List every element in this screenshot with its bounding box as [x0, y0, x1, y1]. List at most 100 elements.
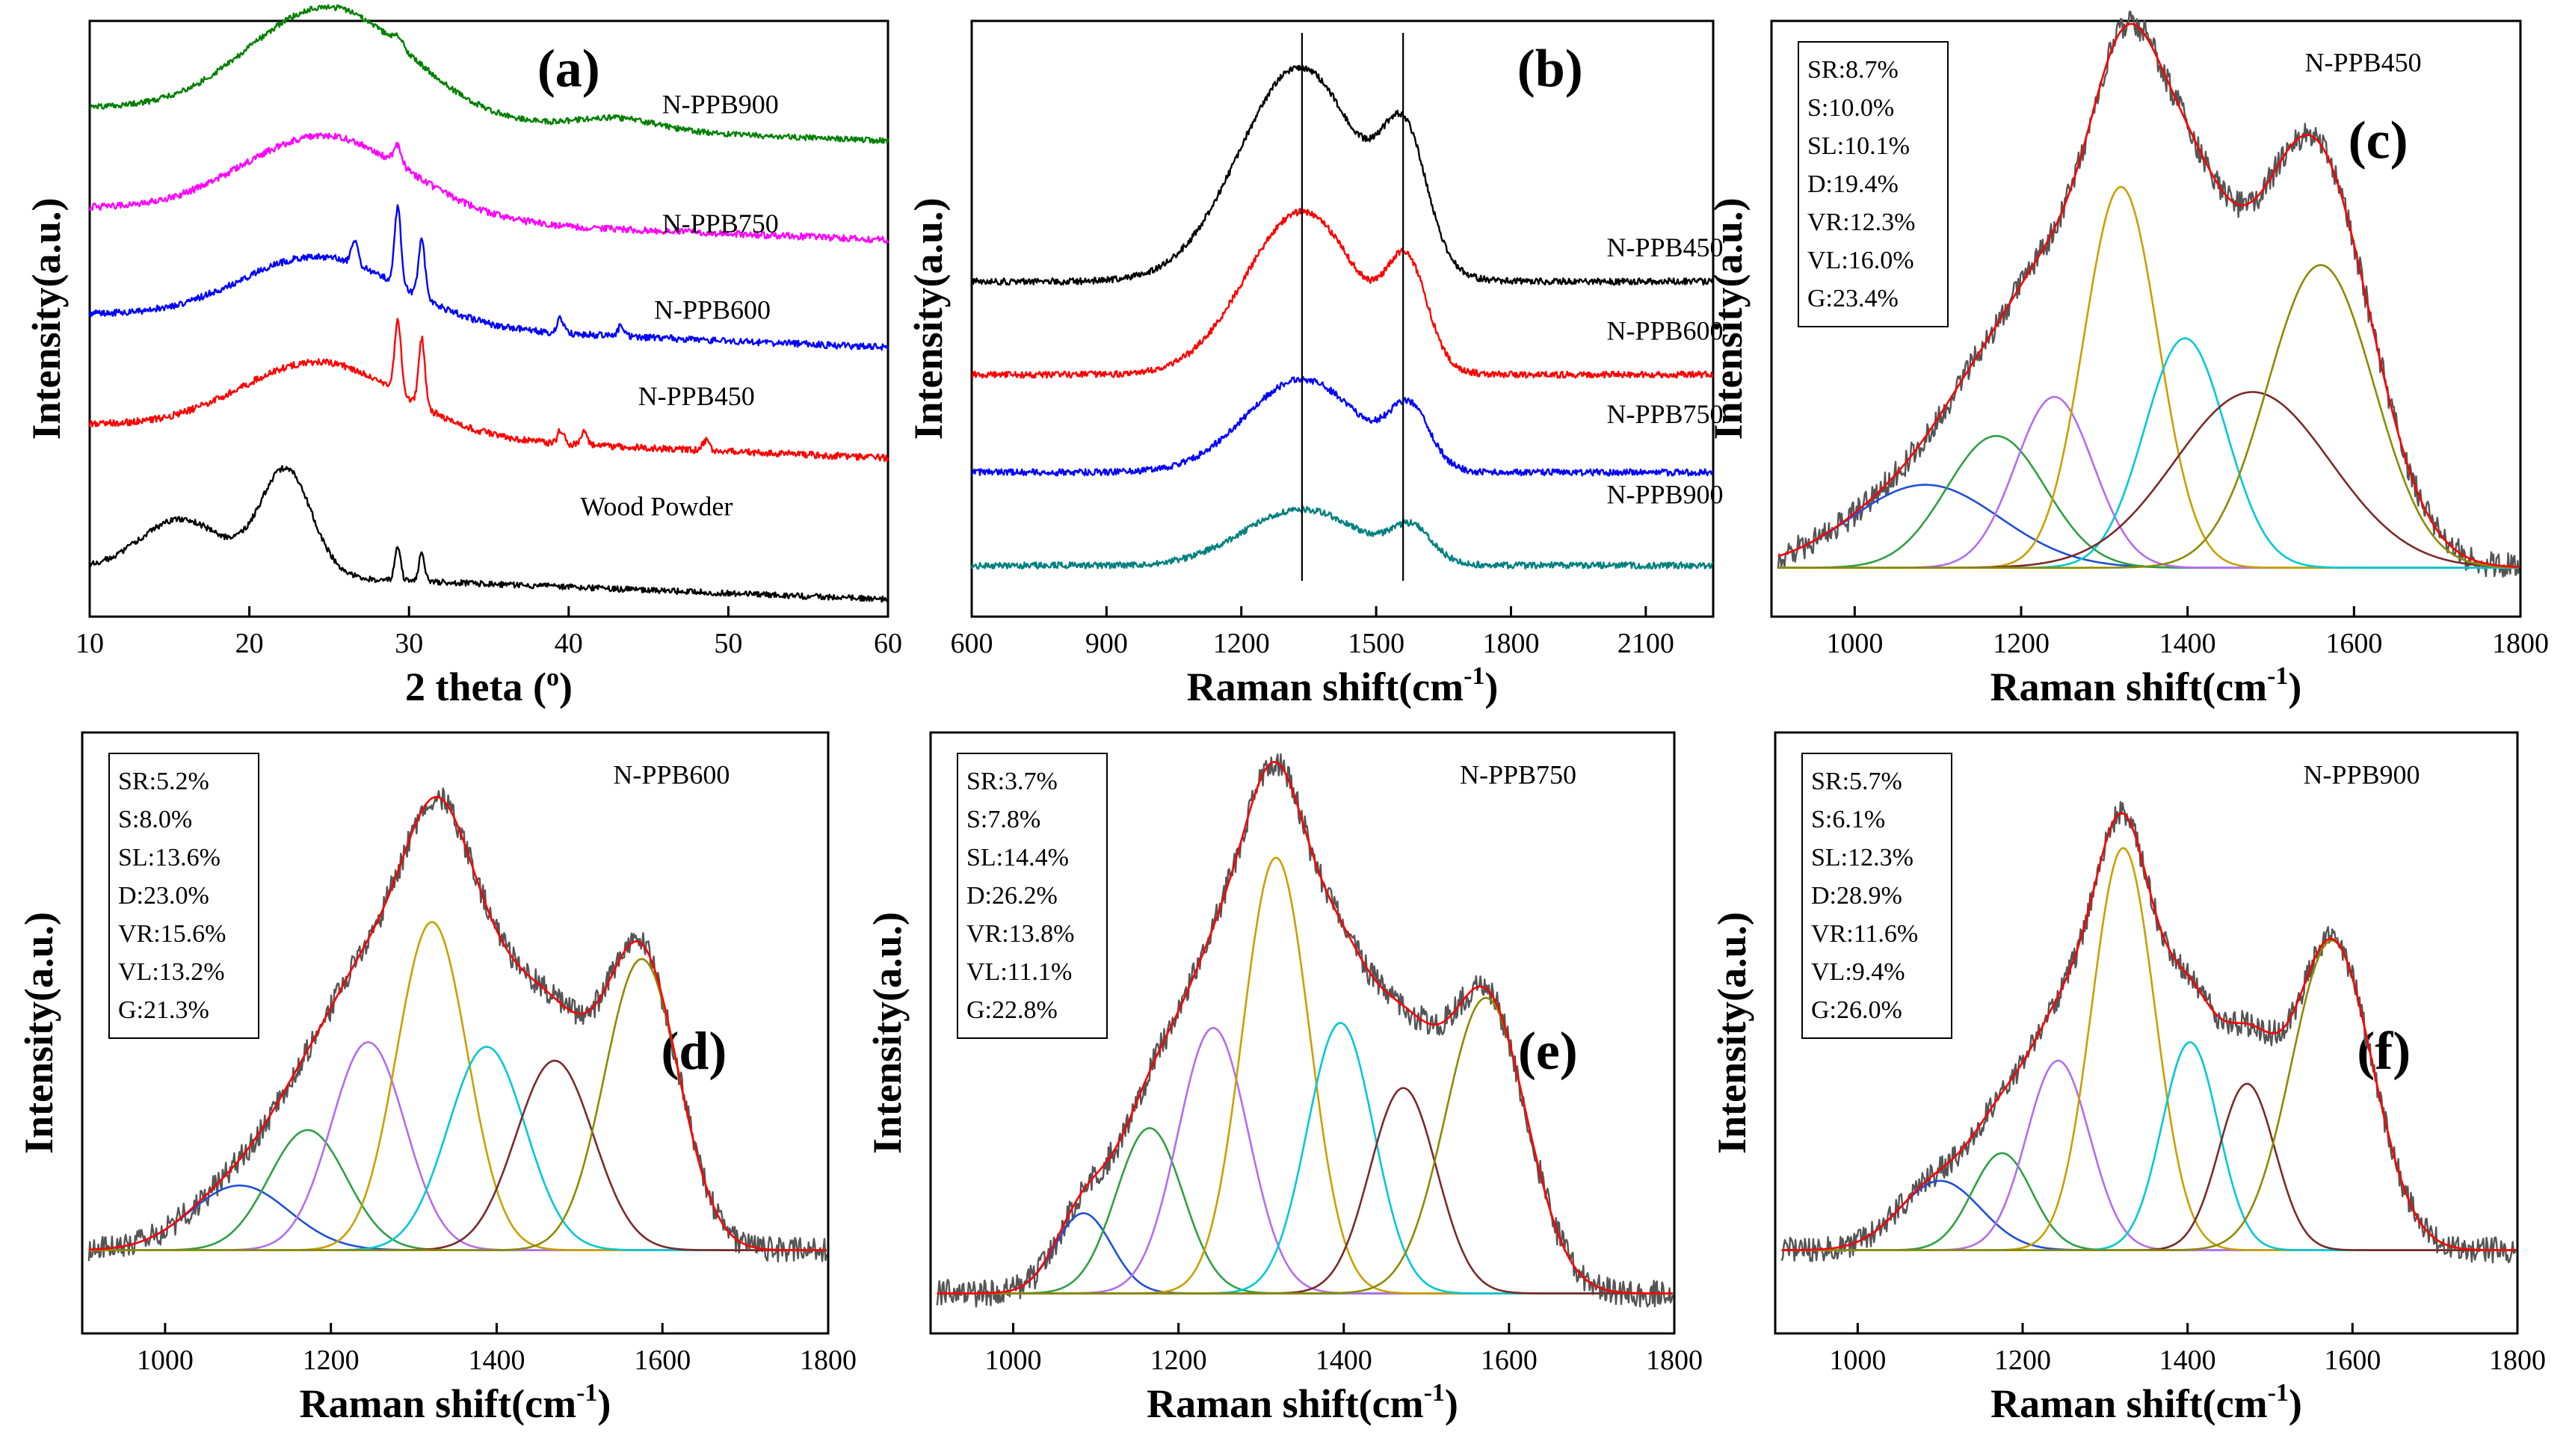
stat-line: VL:16.0% [1807, 247, 1914, 274]
panel-a: 10 20 30 40 50 60 2 theta (o) Intensity(a.u.) (a… [24, 4, 902, 709]
x-tick-label: 1600 [1481, 1345, 1538, 1376]
x-tick-label: 1500 [1348, 628, 1404, 659]
x-tick-label: 50 [714, 628, 742, 659]
panel-f: 1000 1200 1400 1600 1800 Raman shift(cm-1) Int… [1709, 731, 2546, 1426]
series-line-n-ppb750 [970, 375, 1714, 477]
series-label: Wood Powder [580, 492, 733, 522]
x-tick-label: 1600 [2324, 1345, 2381, 1376]
cumulative-fit-line [88, 796, 827, 1251]
x-axis-title-a: 2 theta (o) [405, 664, 573, 709]
y-axis-title-a: Intensity(a.u.) [24, 197, 69, 439]
x-tick-label: 1800 [800, 1345, 857, 1376]
stats-box [1801, 753, 1952, 1039]
stat-line: VL:11.1% [966, 958, 1072, 986]
series-line-n-ppb750 [88, 132, 889, 244]
stat-line: D:26.2% [966, 882, 1058, 910]
x-tick-label: 1000 [137, 1345, 194, 1376]
panel-label-b: (b) [1517, 39, 1583, 99]
x-tick-label: 1400 [468, 1345, 525, 1376]
cumulative-fit-line [1781, 812, 2516, 1251]
raw-spectrum-line [1777, 10, 2520, 578]
x-tick-label: 1800 [2492, 628, 2549, 659]
series-line-n-ppb600 [88, 204, 889, 351]
panel-d: 1000 1200 1400 1600 1800 Raman shift(cm-1) Int… [16, 731, 857, 1426]
panel-e: 1000 1200 1400 1600 1800 Raman shift(cm-1) Int… [865, 731, 1703, 1426]
panel-label-c: (c) [2349, 110, 2408, 170]
series-label: N-PPB750 [662, 209, 779, 238]
series-label: N-PPB900 [662, 90, 779, 120]
stat-line: S:8.0% [118, 806, 192, 833]
y-axis-title-d: Intensity(a.u.) [16, 912, 61, 1154]
x-tick-label: 1400 [2159, 1345, 2216, 1376]
stat-line: G:22.8% [966, 996, 1058, 1024]
panel-label-a: (a) [537, 39, 600, 99]
stat-line: SL:13.6% [118, 844, 221, 872]
x-tick-label: 30 [395, 628, 423, 659]
stat-line: G:26.0% [1811, 996, 1902, 1024]
plot-frame-d [81, 731, 830, 1335]
stat-line: S:7.8% [966, 806, 1040, 833]
stat-line: VL:9.4% [1811, 958, 1905, 986]
stat-line: D:28.9% [1811, 882, 1902, 910]
x-tick-label: 20 [235, 628, 264, 659]
y-axis-title-e: Intensity(a.u.) [865, 912, 910, 1154]
x-tick-label: 1000 [1826, 628, 1883, 659]
x-tick-label: 40 [555, 628, 583, 659]
x-tick-label: 1200 [1150, 1345, 1207, 1376]
x-tick-label: 1000 [1829, 1345, 1886, 1376]
plot-frame-b [970, 19, 1715, 618]
stat-line: VR:12.3% [1807, 209, 1916, 236]
plot-frame-f [1774, 731, 2519, 1335]
series-label: N-PPB450 [638, 381, 755, 411]
x-tick-label: 900 [1085, 628, 1128, 659]
panel-label-e: (e) [1518, 1021, 1578, 1081]
y-axis-title-c: Intensity(a.u.) [1706, 197, 1751, 439]
stat-line: SL:14.4% [966, 844, 1069, 872]
cumulative-fit-line [1777, 22, 2519, 568]
stats-box [108, 753, 259, 1039]
series-label: N-PPB600 [654, 295, 771, 325]
cumulative-fit-line [937, 761, 1673, 1295]
panel-c: 1000 1200 1400 1600 1800 Raman shift(cm-1) Int… [1706, 10, 2549, 709]
panel-title-d: N-PPB600 [613, 759, 730, 789]
x-axis-title-d: Raman shift(cm-1) [300, 1379, 611, 1426]
x-tick-label: 2100 [1618, 628, 1674, 659]
stats-box [1798, 41, 1949, 327]
x-tick-label: 1200 [1993, 628, 2050, 659]
series-label: N-PPB750 [1606, 399, 1723, 429]
stat-line: SR:5.2% [118, 768, 209, 795]
plot-frame-e [929, 731, 1676, 1335]
band-vl [1781, 1082, 2516, 1251]
plot-frame-a [88, 19, 889, 618]
x-axis-title-e: Raman shift(cm-1) [1147, 1379, 1458, 1426]
series-line-wood-powder [89, 465, 889, 603]
panel-title-c: N-PPB450 [2305, 48, 2422, 78]
x-tick-label: 60 [874, 628, 902, 659]
band-s [88, 1129, 827, 1251]
x-tick-label: 1800 [2489, 1345, 2546, 1376]
x-tick-label: 1600 [634, 1345, 691, 1376]
stat-line: S:6.1% [1811, 806, 1885, 833]
stat-line: VL:13.2% [118, 958, 225, 986]
stat-line: SL:10.1% [1807, 132, 1910, 160]
panel-title-f: N-PPB900 [2303, 759, 2420, 789]
band-s [1777, 435, 2519, 569]
x-tick-label: 600 [951, 628, 993, 659]
x-tick-label: 1200 [1994, 1345, 2051, 1376]
series-line-n-ppb450 [970, 64, 1715, 286]
series-line-n-ppb450 [88, 318, 889, 463]
x-tick-label: 1600 [2325, 628, 2382, 659]
x-tick-label: 10 [75, 628, 104, 659]
x-axis-title-c: Raman shift(cm-1) [1990, 662, 2302, 709]
stat-line: VR:15.6% [118, 920, 226, 948]
stat-line: S:10.0% [1807, 94, 1894, 122]
series-line-n-ppb900 [970, 505, 1714, 570]
series-label: N-PPB600 [1606, 315, 1723, 345]
x-tick-label: 1400 [2159, 628, 2216, 659]
band-sl [1781, 1059, 2516, 1251]
stat-line: G:21.3% [118, 996, 209, 1024]
x-tick-label: 1000 [985, 1345, 1042, 1376]
x-tick-label: 1800 [1482, 628, 1539, 659]
stat-line: SR:3.7% [966, 768, 1058, 795]
